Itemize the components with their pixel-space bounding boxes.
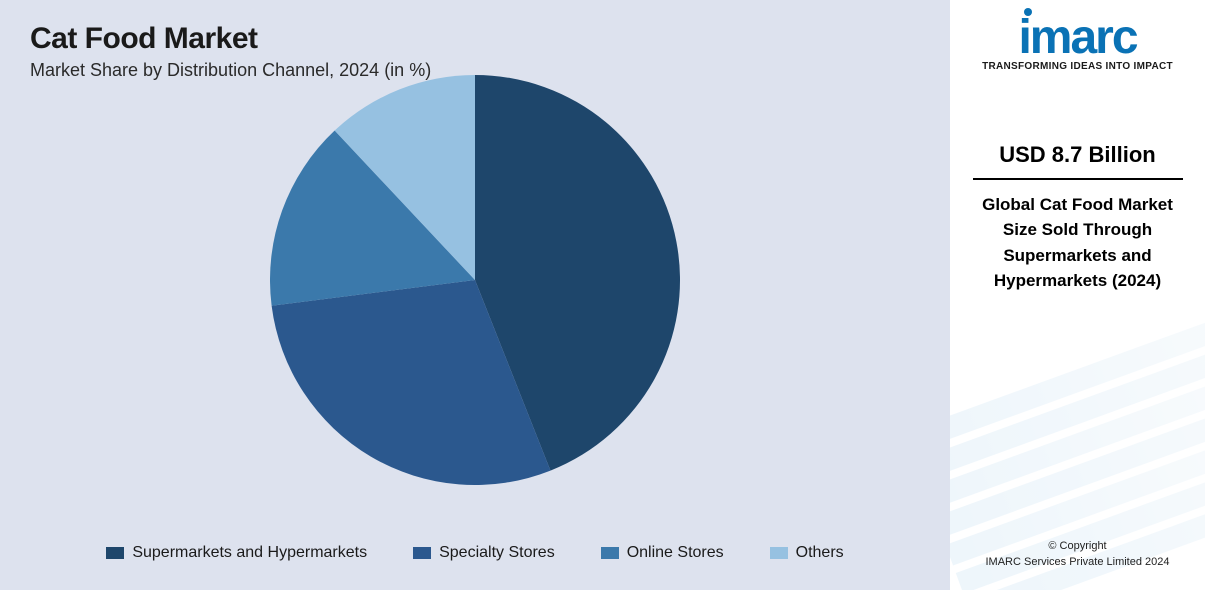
legend: Supermarkets and Hypermarkets Specialty S…	[0, 544, 950, 562]
legend-swatch-icon	[601, 547, 619, 559]
copyright-line2: IMARC Services Private Limited 2024	[985, 556, 1169, 568]
legend-label: Others	[796, 544, 844, 562]
stat-description: Global Cat Food Market Size Sold Through…	[973, 192, 1183, 294]
legend-item-3: Others	[770, 544, 844, 562]
legend-label: Online Stores	[627, 544, 724, 562]
stat-block: USD 8.7 Billion Global Cat Food Market S…	[973, 142, 1183, 294]
logo: imarc TRANSFORMING IDEAS INTO IMPACT	[982, 18, 1173, 72]
side-panel-bg: 1892048 0.15244 72768	[950, 0, 1205, 590]
chart-panel: Cat Food Market Market Share by Distribu…	[0, 0, 950, 590]
legend-swatch-icon	[770, 547, 788, 559]
copyright: © Copyright IMARC Services Private Limit…	[950, 539, 1205, 570]
pie-svg	[270, 75, 680, 485]
logo-word: imarc	[1018, 18, 1136, 59]
chart-title: Cat Food Market	[30, 22, 920, 56]
legend-item-2: Online Stores	[601, 544, 724, 562]
legend-swatch-icon	[106, 547, 124, 559]
stat-divider	[973, 178, 1183, 180]
legend-swatch-icon	[413, 547, 431, 559]
pie-chart	[270, 75, 680, 485]
legend-label: Supermarkets and Hypermarkets	[132, 544, 367, 562]
stat-value: USD 8.7 Billion	[973, 142, 1183, 168]
legend-label: Specialty Stores	[439, 544, 555, 562]
legend-item-1: Specialty Stores	[413, 544, 555, 562]
copyright-line1: © Copyright	[1048, 540, 1106, 552]
legend-item-0: Supermarkets and Hypermarkets	[106, 544, 367, 562]
side-panel: 1892048 0.15244 72768 imarc TRANSFORMING…	[950, 0, 1205, 590]
